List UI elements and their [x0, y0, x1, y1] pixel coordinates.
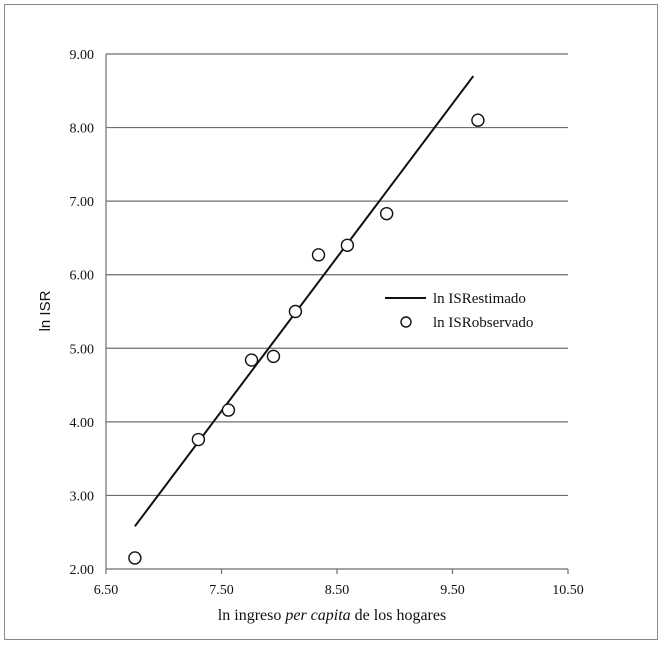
observed-point — [379, 206, 394, 221]
estimated-line — [134, 75, 475, 527]
gridlines — [106, 53, 568, 497]
chart-frame — [4, 4, 658, 640]
legend-label-estimado: ln ISRestimado — [433, 291, 526, 307]
x-tick-label: 8.50 — [325, 583, 350, 598]
chart-marks — [128, 75, 485, 565]
y-axis-label: ln ISR — [37, 290, 54, 331]
observed-point — [340, 238, 355, 252]
y-tick-label: 5.00 — [70, 342, 95, 357]
observed-point — [221, 403, 236, 417]
x-axis-label: ln ingreso per capita de los hogares — [218, 607, 446, 624]
observed-point — [191, 432, 206, 447]
axes — [105, 54, 569, 574]
observed-point — [244, 353, 259, 367]
x-axis-label-part-1: ln ingreso — [218, 607, 286, 624]
y-tick-label: 6.00 — [70, 269, 95, 284]
y-tick-label: 2.00 — [70, 563, 95, 578]
y-tick-label: 7.00 — [70, 195, 95, 210]
legend: ln ISRestimado ln ISRobservado — [385, 291, 533, 331]
observed-point — [266, 349, 281, 364]
observed-point — [128, 551, 142, 565]
observed-point — [471, 113, 485, 127]
x-tick-label: 7.50 — [209, 583, 234, 598]
legend-marker-swatch — [400, 316, 412, 328]
y-tick-label: 3.00 — [70, 489, 95, 504]
x-tick-labels: 6.50 7.50 8.50 9.50 10.50 — [94, 583, 584, 598]
observed-point — [311, 248, 326, 262]
x-axis-label-part-2: per capita — [284, 607, 350, 624]
y-tick-label: 9.00 — [70, 48, 95, 63]
y-tick-label: 8.00 — [70, 122, 95, 137]
x-tick-label: 10.50 — [552, 583, 584, 598]
x-tick-label: 9.50 — [440, 583, 465, 598]
x-axis-label-part-3: de los hogares — [351, 607, 447, 624]
observed-point — [288, 304, 303, 319]
y-tick-label: 4.00 — [70, 416, 95, 431]
y-tick-labels: 2.00 3.00 4.00 5.00 6.00 7.00 8.00 9.00 — [70, 48, 95, 578]
legend-label-observado: ln ISRobservado — [433, 315, 533, 331]
x-tick-label: 6.50 — [94, 583, 119, 598]
